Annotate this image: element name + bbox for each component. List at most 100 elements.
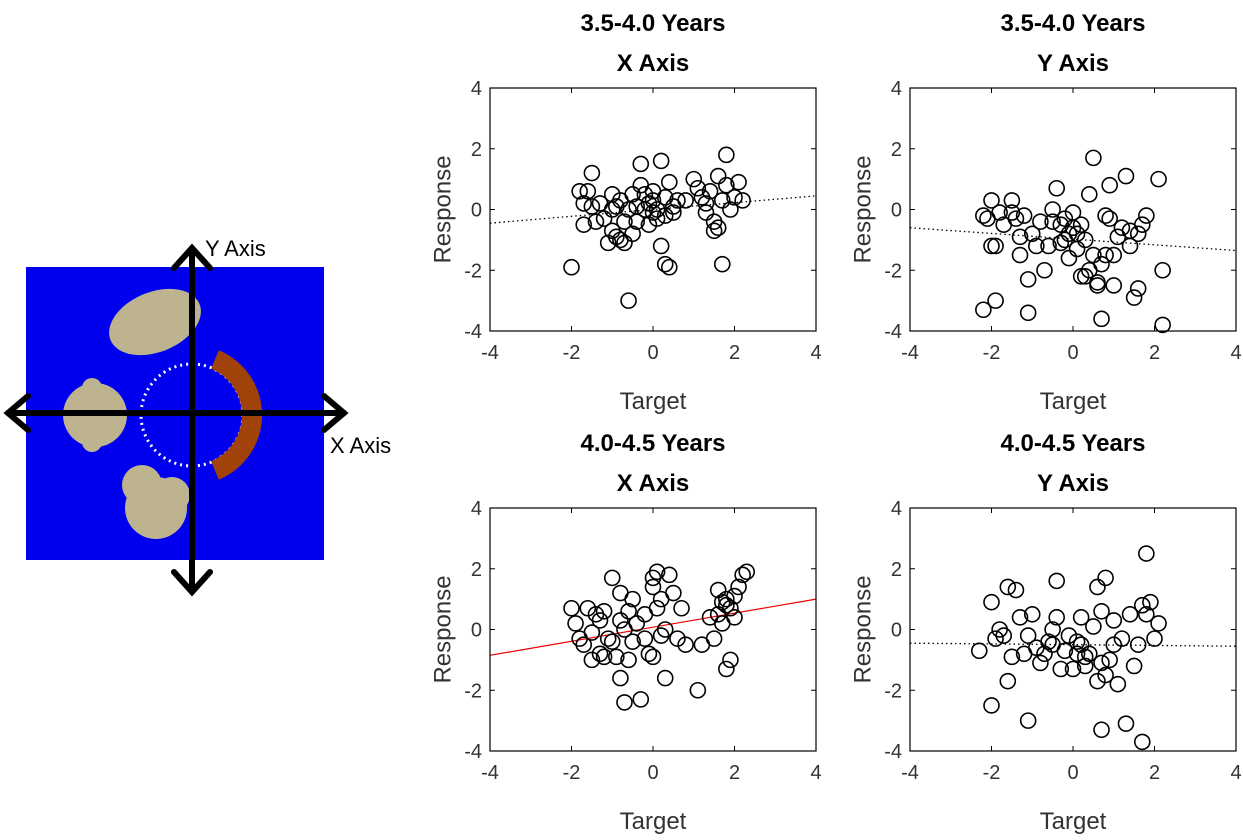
- data-point: [620, 292, 637, 309]
- data-point: [620, 602, 637, 620]
- x-tick-label: 4: [810, 342, 821, 364]
- data-point: [726, 189, 743, 206]
- data-point: [661, 173, 678, 191]
- data-point: [1068, 633, 1086, 650]
- data-point: [1032, 213, 1049, 230]
- data-point: [1105, 277, 1123, 294]
- data-point: [1085, 149, 1102, 167]
- data-point: [644, 192, 662, 209]
- data-point: [603, 201, 621, 218]
- data-point: [975, 301, 992, 319]
- data-point: [575, 216, 593, 233]
- data-point: [1101, 651, 1118, 669]
- x-tick-label: 0: [647, 762, 658, 784]
- data-point: [1019, 712, 1037, 729]
- data-point: [1048, 609, 1065, 626]
- data-point: [705, 222, 723, 240]
- data-point: [1019, 627, 1037, 644]
- data-point: [1076, 231, 1094, 249]
- data-point: [693, 189, 711, 206]
- data-point: [1113, 630, 1131, 647]
- data-point: [1146, 630, 1163, 647]
- data-point: [603, 569, 621, 587]
- data-point: [1081, 645, 1098, 663]
- data-point: [1085, 618, 1102, 635]
- data-point: [709, 219, 727, 237]
- data-point: [616, 213, 633, 230]
- scatter-plot-2: 3.5-4.0 Years Y Axis -4 -2 0 2 4 -4 -2 0 2 4 Target R…: [849, 10, 1241, 415]
- data-point: [713, 192, 731, 209]
- data-point: [1011, 228, 1029, 246]
- data-point: [734, 566, 751, 584]
- data-point: [1101, 210, 1118, 227]
- y-tick-label: 4: [891, 498, 902, 520]
- data-point: [1056, 231, 1074, 249]
- data-point: [1133, 733, 1151, 751]
- data-point: [1052, 660, 1070, 678]
- data-point: [689, 179, 707, 197]
- data-point: [999, 672, 1017, 690]
- data-point: [689, 681, 707, 699]
- data-point: [1150, 615, 1167, 632]
- data-point: [644, 578, 662, 596]
- data-point: [1072, 268, 1090, 285]
- data-point: [628, 213, 645, 230]
- data-point: [608, 648, 625, 666]
- data-point: [595, 602, 613, 620]
- data-point: [734, 192, 751, 209]
- data-point: [1133, 216, 1151, 233]
- x-tick-label: 4: [1230, 762, 1241, 784]
- x-tick-label: 4: [810, 762, 821, 784]
- data-point: [1036, 261, 1053, 279]
- y-axis-label: Response: [849, 155, 876, 263]
- data-point: [656, 621, 674, 638]
- data-point: [1081, 186, 1098, 203]
- data-point: [713, 255, 731, 273]
- data-point: [1097, 569, 1114, 587]
- data-point: [656, 669, 674, 687]
- data-point: [567, 615, 584, 632]
- data-point: [669, 192, 686, 209]
- data-point: [1032, 654, 1049, 672]
- scatter-panel-4: 4.0-4.5 Years Y Axis -4 -2 0 2 4 -4 -2 0 2 4 Target R…: [840, 420, 1243, 840]
- x-tick-label: -2: [563, 762, 581, 784]
- data-point: [718, 176, 735, 194]
- data-point: [1011, 246, 1029, 264]
- data-point: [575, 195, 593, 212]
- scatter-panel-2: 3.5-4.0 Years Y Axis -4 -2 0 2 4 -4 -2 0 2 4 Target R…: [840, 0, 1243, 420]
- data-point: [685, 170, 703, 188]
- chart-title-line-2: X Axis: [617, 50, 689, 77]
- data-point: [1154, 261, 1171, 279]
- data-point: [1105, 246, 1123, 264]
- data-point: [1138, 606, 1155, 623]
- data-point: [612, 669, 629, 687]
- y-axis-label: Y Axis: [205, 236, 266, 261]
- scatter-plot-4: 4.0-4.5 Years Y Axis -4 -2 0 2 4 -4 -2 0 2 4 Target R…: [849, 430, 1241, 835]
- data-point: [656, 255, 674, 273]
- data-point: [983, 192, 1000, 209]
- data-point: [1093, 255, 1110, 273]
- data-point: [1097, 207, 1114, 224]
- data-point: [648, 210, 666, 227]
- data-point: [987, 237, 1004, 255]
- data-point: [591, 612, 609, 629]
- x-tick-label: 4: [1230, 342, 1241, 364]
- x-tick-label: 2: [1149, 342, 1160, 364]
- data-point: [575, 636, 593, 653]
- data-point: [661, 258, 678, 276]
- x-axis-arrow: [3, 393, 349, 433]
- data-point: [718, 146, 735, 164]
- data-point: [709, 581, 727, 599]
- data-point: [1093, 310, 1110, 328]
- data-point: [579, 182, 597, 200]
- x-tick-label: 2: [1149, 762, 1160, 784]
- data-point: [1109, 675, 1127, 693]
- y-tick-label: -4: [884, 741, 902, 763]
- data-point: [991, 204, 1008, 221]
- data-point: [616, 234, 633, 252]
- data-point: [1003, 192, 1021, 209]
- data-point: [1089, 578, 1106, 596]
- data-point: [632, 691, 650, 708]
- x-tick-label: -2: [983, 762, 1001, 784]
- data-point: [1121, 237, 1139, 255]
